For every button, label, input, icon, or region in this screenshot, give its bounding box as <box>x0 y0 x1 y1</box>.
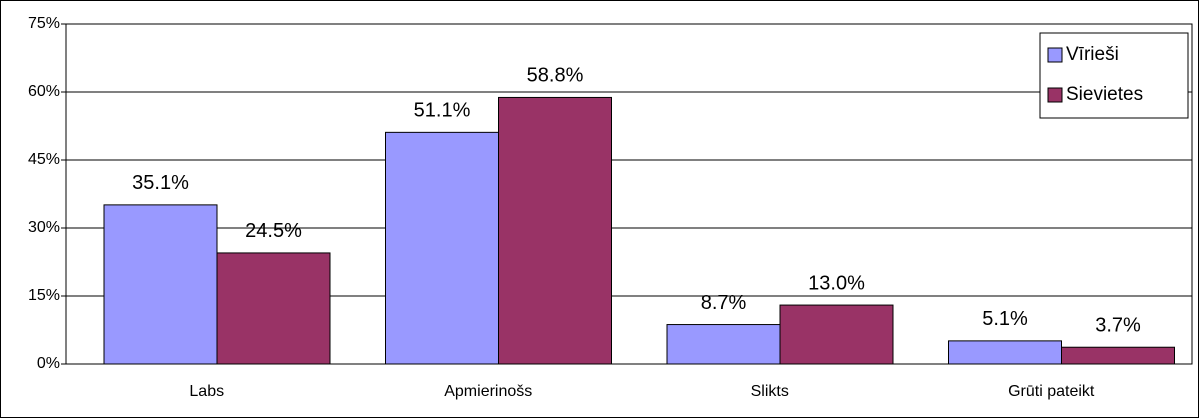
x-tick-label: Grūti pateikt <box>1008 383 1095 400</box>
value-label: 13.0% <box>808 272 865 294</box>
y-tick-label: 30% <box>28 219 60 236</box>
legend-swatch <box>1047 87 1063 103</box>
bar <box>948 340 1062 365</box>
y-tick-label: 0% <box>37 355 60 372</box>
value-label: 8.7% <box>701 292 747 314</box>
value-label: 3.7% <box>1095 315 1141 337</box>
value-label: 5.1% <box>982 308 1028 330</box>
bar <box>666 324 781 365</box>
value-label: 58.8% <box>527 65 584 87</box>
y-tick-label: 15% <box>28 287 60 304</box>
y-tick-label: 45% <box>28 151 60 168</box>
value-label: 35.1% <box>132 172 189 194</box>
bar <box>385 131 499 365</box>
value-label: 51.1% <box>414 100 471 122</box>
legend-label: Sievietes <box>1066 84 1143 105</box>
value-label: 24.5% <box>245 220 302 242</box>
legend-box <box>1039 32 1189 119</box>
bar <box>1061 346 1175 365</box>
bar <box>779 304 894 365</box>
bar <box>103 204 218 365</box>
x-tick-label: Slikts <box>751 383 789 400</box>
x-tick-label: Apmierinošs <box>444 383 532 400</box>
y-tick-label: 60% <box>28 83 60 100</box>
y-tick-label: 75% <box>28 15 60 32</box>
bar <box>216 252 331 365</box>
legend-swatch <box>1047 47 1063 63</box>
bar <box>498 96 612 365</box>
x-tick-label: Labs <box>189 383 224 400</box>
legend-label: Vīrieši <box>1066 44 1119 65</box>
